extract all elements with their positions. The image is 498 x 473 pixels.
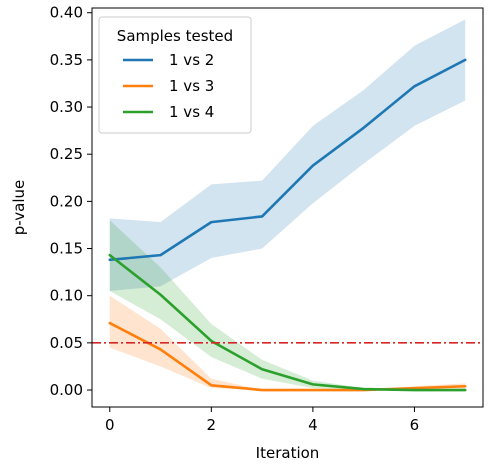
x-axis-label: Iteration [256,444,320,462]
data-point [414,85,416,87]
data-point [261,216,263,218]
data-point [363,127,365,129]
data-point [414,387,416,389]
x-tick-label: 4 [308,416,318,434]
data-point [464,59,466,61]
x-tick-label: 0 [105,416,115,434]
band-series-2 [109,295,466,391]
data-point [414,389,416,391]
data-point [363,388,365,390]
legend-box [98,16,252,134]
x-tick-label: 6 [410,416,420,434]
data-point [160,254,162,256]
data-point [312,165,314,167]
legend-items: 1 vs 2 1 vs 3 1 vs 4 [123,51,214,121]
y-tick-label: 0.00 [50,381,83,399]
band-series-3 [109,220,466,391]
data-point [211,340,213,342]
y-tick-label: 0.10 [50,287,83,305]
y-tick-label: 0.25 [50,145,83,163]
data-point [464,385,466,387]
data-point [211,385,213,387]
y-tick-label: 0.05 [50,334,83,352]
data-point [211,221,213,223]
legend-title: Samples tested [117,27,233,45]
legend-label: 1 vs 4 [169,103,214,121]
line-series-3 [108,253,467,392]
legend: Samples tested 1 vs 2 1 vs 3 1 vs 4 [98,16,252,134]
data-point [261,368,263,370]
band-series-1 [109,19,466,291]
data-point [160,294,162,296]
y-tick-label: 0.15 [50,240,83,258]
y-axis-ticks: 0.00 0.05 0.10 0.15 0.20 0.25 0.30 0.35 0.40 [50,4,92,399]
y-tick-label: 0.30 [50,98,83,116]
y-tick-label: 0.35 [50,51,83,69]
series-lines [108,58,467,392]
x-axis-ticks: 0 2 4 6 [105,407,419,434]
legend-label: 1 vs 3 [169,77,214,95]
y-axis-label: p-value [10,180,28,236]
data-point [160,349,162,351]
data-point [464,389,466,391]
y-tick-label: 0.40 [50,4,83,22]
data-point [261,389,263,391]
data-point [109,254,111,256]
x-tick-label: 2 [207,416,217,434]
data-point [109,259,111,261]
line-series-1 [108,58,467,262]
plot-frame [91,7,484,408]
y-tick-label: 0.20 [50,192,83,210]
data-point [312,384,314,386]
data-point [109,322,111,324]
confidence-bands [109,19,466,391]
line-series-2 [108,321,467,392]
legend-label: 1 vs 2 [169,51,214,69]
data-point [312,389,314,391]
